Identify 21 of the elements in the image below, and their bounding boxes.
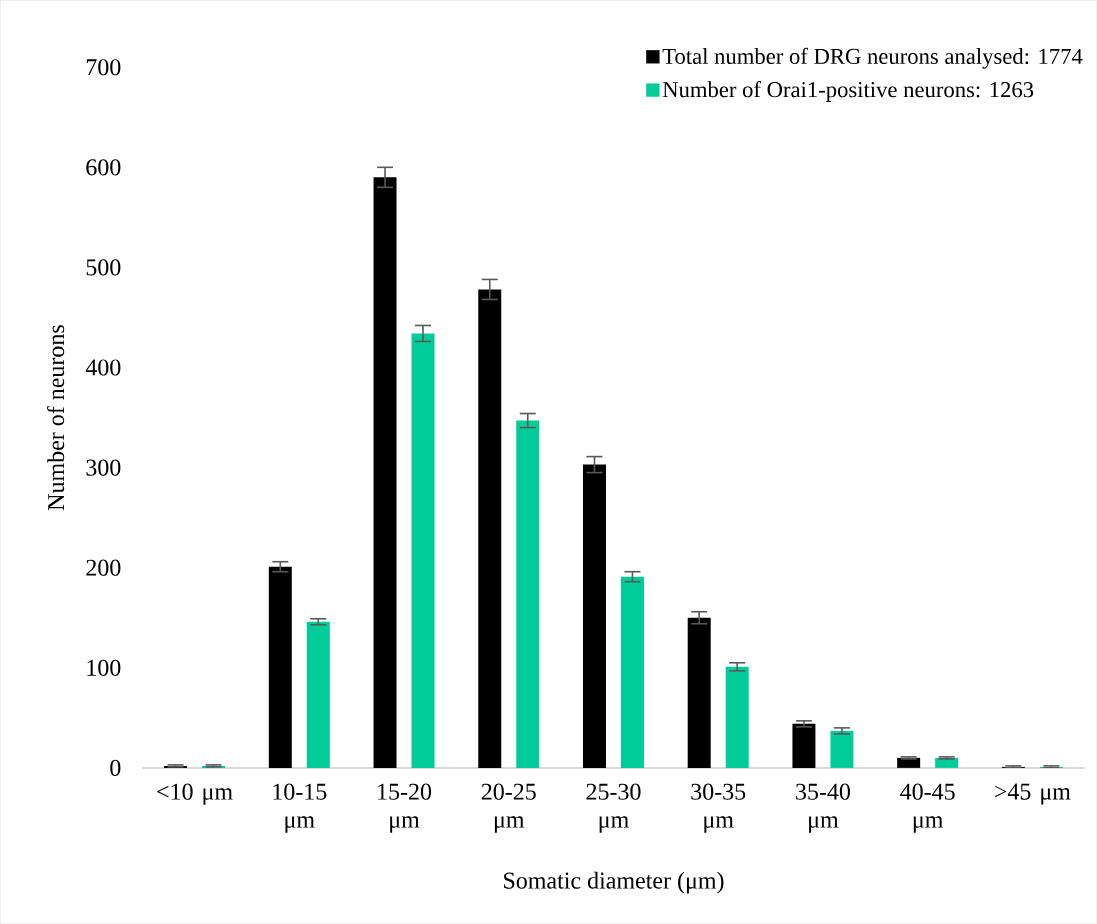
y-axis-title: Number of neurons [47,325,65,511]
y-tick-label: 600 [86,159,121,176]
x-axis-title: Somatic diameter (μm) [504,871,724,894]
y-tick-label: 400 [85,359,121,376]
x-tick-label: 25-30 μm [586,783,641,833]
legend-label: Number of Orai1-positive neurons: 1263 [662,81,1034,102]
y-tick-label: 200 [86,559,121,576]
y-tick-label: 0 [110,759,121,776]
x-tick-label: 35-40 μm [796,783,850,833]
x-tick-label: 40-45 μm [900,783,955,833]
y-tick-label: 100 [87,659,121,676]
x-tick-label: 30-35 μm [691,783,746,833]
x-tick-label: <10 μm [157,783,233,805]
x-tick-label: 15-20 μm [378,783,432,833]
x-tick-label: 10-15 μm [273,783,327,833]
x-tick-label: 20-25 μm [481,783,536,833]
y-tick-label: 300 [86,459,121,476]
y-tick-label: 700 [86,59,121,76]
x-tick-label: >45 μm [995,783,1071,805]
y-tick-label: 500 [86,259,121,276]
legend-label: Total number of DRG neurons analysed: 1774 [662,47,1083,69]
